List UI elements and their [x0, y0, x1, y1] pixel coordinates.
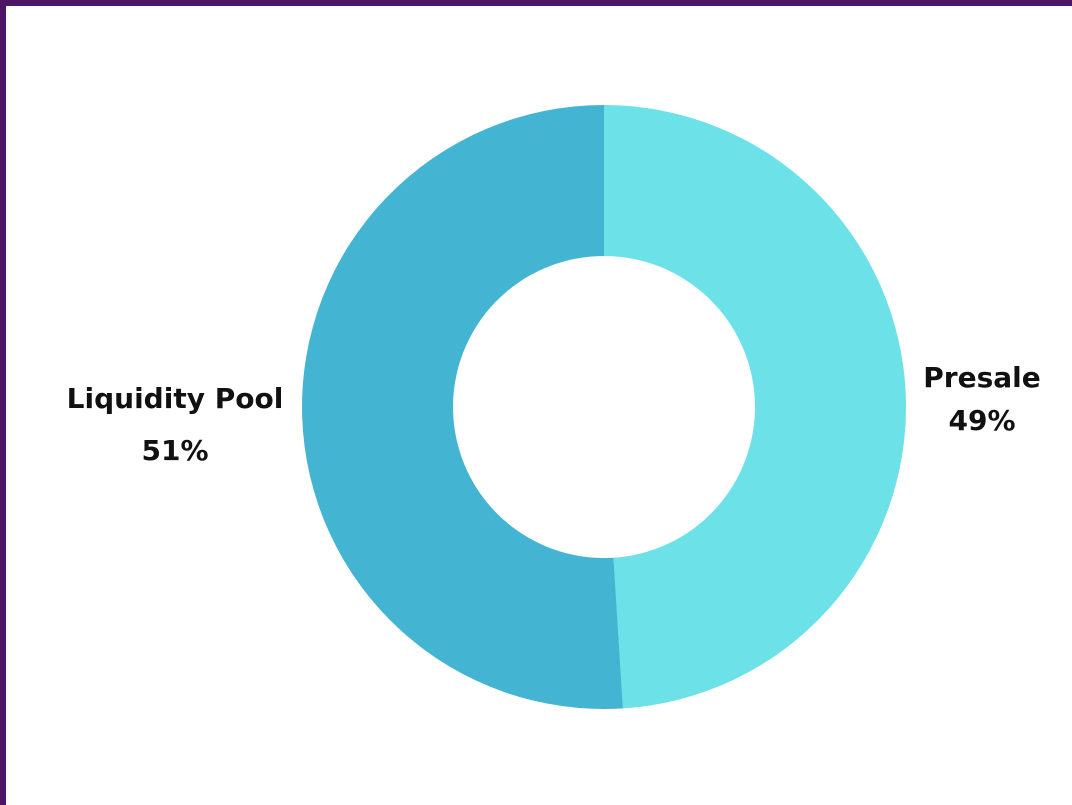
label-liquidity-pool: Liquidity Pool 51% — [67, 382, 284, 467]
liquidity-pool-label-text: Liquidity Pool — [67, 382, 284, 415]
presale-value-text: 49% — [948, 404, 1015, 437]
liquidity-pool-value-text: 51% — [141, 434, 208, 467]
presale-label-text: Presale — [923, 361, 1040, 394]
slice-presale — [604, 105, 906, 709]
slices-group — [301, 105, 906, 709]
label-presale: Presale 49% — [923, 361, 1040, 437]
slice-liquidity-pool — [301, 105, 623, 709]
